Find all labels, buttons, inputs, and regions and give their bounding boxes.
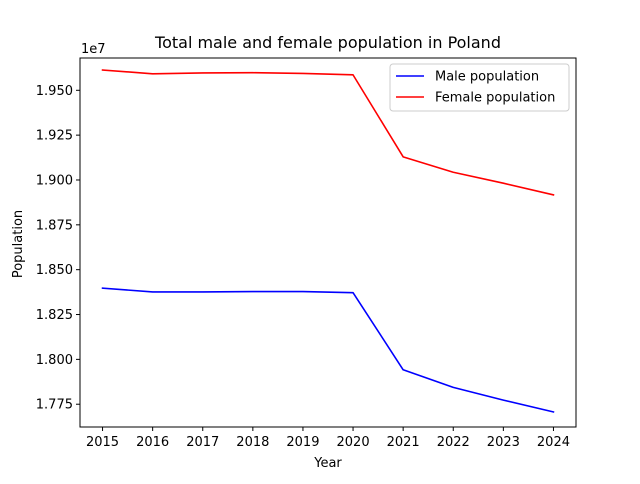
series-line-female <box>101 69 555 196</box>
x-tick-label: 2016 <box>136 435 169 450</box>
x-tick-label: 2018 <box>236 435 269 450</box>
plot-area <box>80 58 576 427</box>
x-tick-label: 2017 <box>186 435 219 450</box>
axes-group <box>79 57 577 428</box>
y-tick-label: 1.775 <box>36 398 73 413</box>
x-tick-label: 2023 <box>487 435 520 450</box>
legend-label-male: Male population <box>435 70 539 85</box>
y-tick-label: 1.900 <box>36 173 73 188</box>
x-tick-label: 2019 <box>286 435 319 450</box>
chart-title: Total male and female population in Pola… <box>154 33 501 52</box>
y-tick-label: 1.950 <box>36 84 73 99</box>
x-axis-label: Year <box>313 456 342 471</box>
y-tick-label: 1.800 <box>36 353 73 368</box>
x-tick-label: 2015 <box>86 435 119 450</box>
y-axis-label: Population <box>11 210 26 278</box>
ticks-group: 2015 2016 2017 2018 2019 2020 2021 2022 2023 2024… <box>36 84 570 450</box>
x-tick-label: 2024 <box>537 435 570 450</box>
y-tick-label: 1.875 <box>36 218 73 233</box>
plot-background <box>80 58 576 427</box>
legend: Male population Female population <box>389 63 570 112</box>
y-tick-label: 1.825 <box>36 308 73 323</box>
x-tick-label: 2022 <box>437 435 470 450</box>
series-group <box>101 69 555 413</box>
axes-frame <box>79 57 577 428</box>
legend-label-female: Female population <box>435 91 555 106</box>
x-tick-label: 2020 <box>337 435 370 450</box>
series-line-male <box>101 287 555 413</box>
y-tick-label: 1.850 <box>36 263 73 278</box>
x-tick-label: 2021 <box>387 435 420 450</box>
y-tick-label: 1.925 <box>36 129 73 144</box>
y-axis-offset-text: 1e7 <box>81 42 106 57</box>
legend-box <box>389 63 570 112</box>
